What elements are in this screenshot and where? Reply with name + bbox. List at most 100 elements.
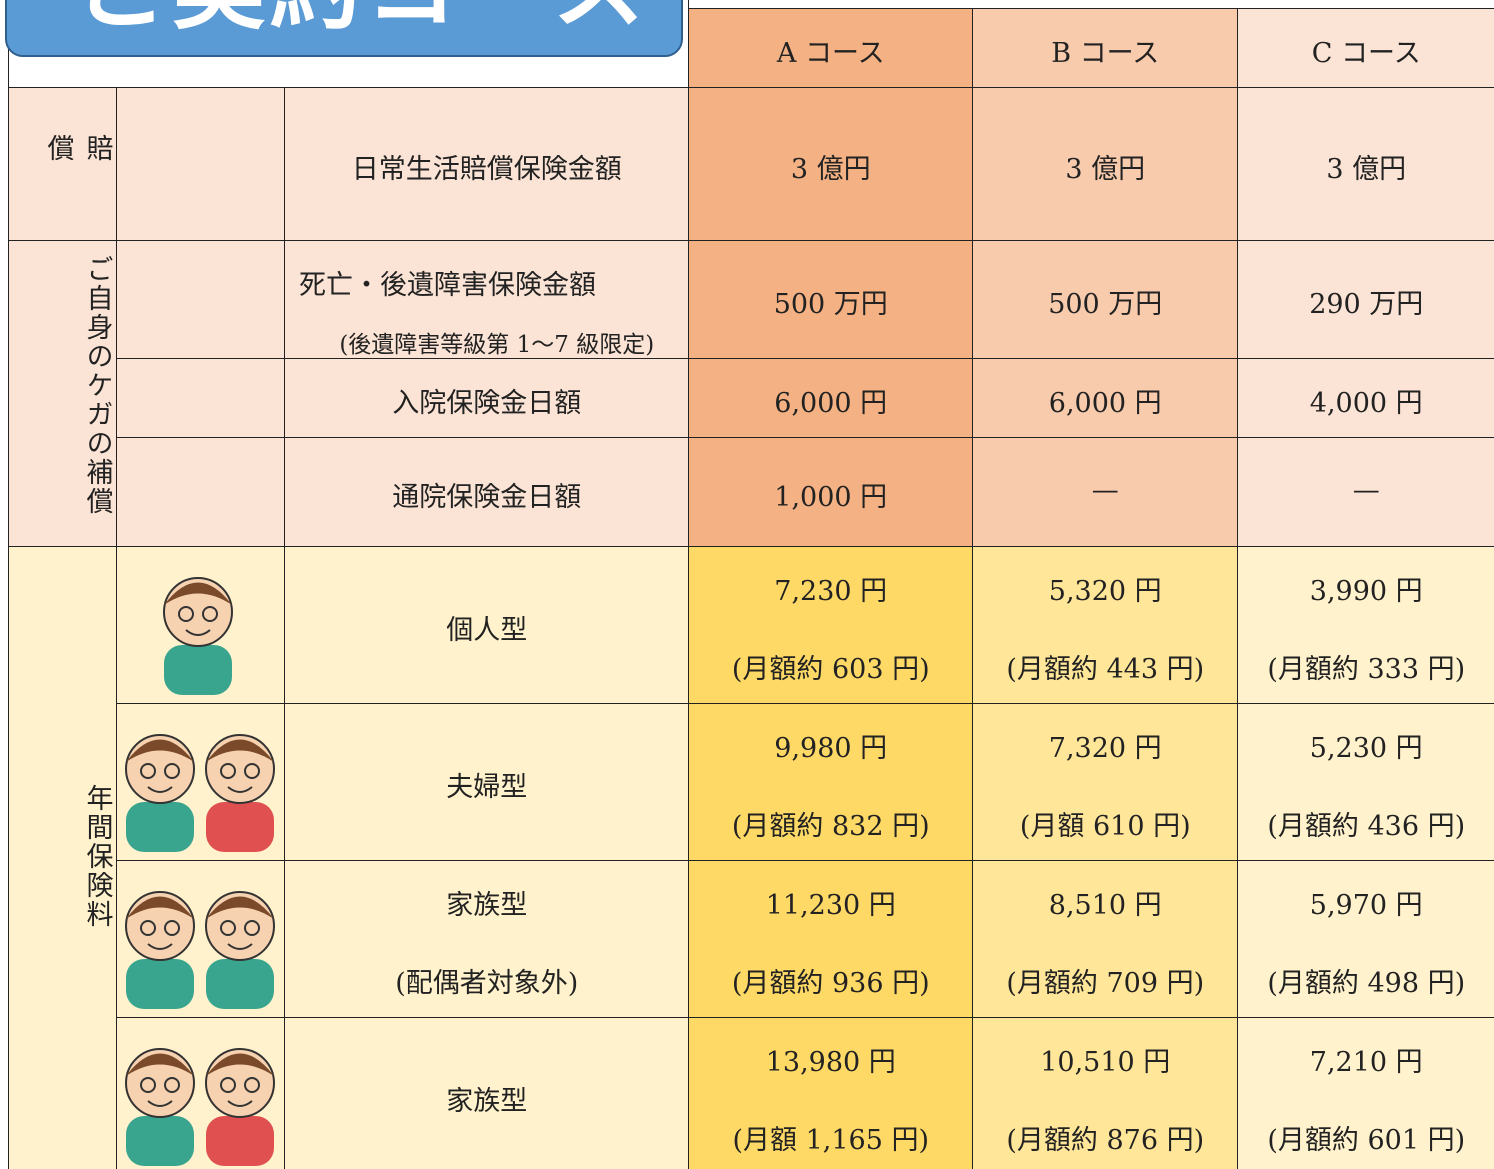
monthly-amount: (月額約 436 円) xyxy=(1267,811,1466,842)
annual-amount: 5,970 円 xyxy=(1309,890,1423,921)
value-cell: 11,230 円 (月額約 936 円) xyxy=(688,860,974,1019)
section-label: 年間保険料 xyxy=(81,783,113,929)
value-cell: 3 億円 xyxy=(688,87,974,242)
value-cell: — xyxy=(972,437,1239,548)
header-label: A コース xyxy=(776,38,885,69)
value: 6,000 円 xyxy=(1048,387,1162,419)
item-label: 家族型 xyxy=(446,890,528,921)
value-cell: 9,980 円 (月額約 832 円) xyxy=(688,703,974,862)
value-cell: 500 万円 xyxy=(688,240,974,360)
annual-amount: 7,320 円 xyxy=(1048,733,1162,764)
value: 500 万円 xyxy=(1048,289,1163,320)
value-cell: 3 億円 xyxy=(1237,87,1494,242)
monthly-amount: (月額約 333 円) xyxy=(1267,654,1466,685)
illustration-cell xyxy=(116,437,286,548)
value: 3 億円 xyxy=(1326,153,1407,185)
illustration-cell xyxy=(116,358,286,439)
annual-amount: 9,980 円 xyxy=(774,733,888,764)
item-label: 個人型 xyxy=(446,614,528,646)
item-cell: 入院保険金日額 xyxy=(284,358,690,439)
item-note: (配偶者対象外) xyxy=(395,968,579,999)
annual-amount: 3,990 円 xyxy=(1309,576,1423,607)
section-label-cell: 年間保険料 xyxy=(8,546,118,1169)
monthly-amount: (月額約 443 円) xyxy=(1006,654,1205,685)
value: 3 億円 xyxy=(790,153,871,185)
item-cell: 夫婦型 xyxy=(284,703,690,862)
item-label: 夫婦型 xyxy=(446,771,528,803)
annual-amount: 7,210 円 xyxy=(1309,1047,1423,1078)
annual-amount: 7,230 円 xyxy=(774,576,888,607)
item-cell: 日常生活賠償保険金額 xyxy=(284,87,690,242)
value: — xyxy=(1091,474,1119,506)
annual-amount: 5,320 円 xyxy=(1048,576,1162,607)
monthly-amount: (月額約 498 円) xyxy=(1267,968,1466,999)
annual-amount: 10,510 円 xyxy=(1040,1047,1171,1078)
value-cell: 5,230 円 (月額約 436 円) xyxy=(1237,703,1494,862)
illustration xyxy=(125,1048,275,1166)
illustration xyxy=(163,577,233,695)
value-cell: — xyxy=(1237,437,1494,548)
section-label: ご自身のケガの補償 xyxy=(81,254,113,516)
header-label: C コース xyxy=(1311,38,1421,69)
illustration-cell xyxy=(116,240,286,360)
value-cell: 5,320 円 (月額約 443 円) xyxy=(972,546,1239,705)
monthly-amount: (月額約 936 円) xyxy=(731,968,930,999)
monthly-amount: (月額 610 円) xyxy=(1019,811,1191,842)
banner-title: ご契約コース xyxy=(77,0,648,47)
value-cell: 6,000 円 xyxy=(972,358,1239,439)
item-label: 日常生活賠償保険金額 xyxy=(351,153,622,185)
value: 4,000 円 xyxy=(1309,387,1423,419)
header-cell: A コース xyxy=(688,8,974,89)
value-cell: 3,990 円 (月額約 333 円) xyxy=(1237,546,1494,705)
illustration-cell xyxy=(116,87,286,242)
annual-amount: 11,230 円 xyxy=(765,890,896,921)
monthly-amount: (月額約 603 円) xyxy=(731,654,930,685)
header-cell: C コース xyxy=(1237,8,1494,89)
item-label: 家族型 xyxy=(446,1085,528,1117)
banner: ご契約コース xyxy=(5,0,683,57)
value-cell: 3 億円 xyxy=(972,87,1239,242)
value-cell: 4,000 円 xyxy=(1237,358,1494,439)
item-label: 入院保険金日額 xyxy=(392,387,582,419)
value-cell: 7,230 円 (月額約 603 円) xyxy=(688,546,974,705)
section-label-cell: ご自身のケガの補償 xyxy=(8,240,118,548)
annual-amount: 13,980 円 xyxy=(765,1047,896,1078)
monthly-amount: (月額約 876 円) xyxy=(1006,1125,1205,1156)
value-cell: 500 万円 xyxy=(972,240,1239,360)
item-label: 死亡・後遺障害保険金額 xyxy=(299,270,596,301)
value-cell: 13,980 円 (月額 1,165 円) xyxy=(688,1017,974,1169)
value-cell: 290 万円 xyxy=(1237,240,1494,360)
monthly-amount: (月額約 832 円) xyxy=(731,811,930,842)
item-label: 通院保険金日額 xyxy=(392,481,582,513)
annual-amount: 8,510 円 xyxy=(1048,890,1162,921)
item-cell: 個人型 xyxy=(284,546,690,705)
item-cell: 家族型 (配偶者対象外) xyxy=(284,860,690,1019)
value: 6,000 円 xyxy=(774,387,888,419)
value: 3 億円 xyxy=(1065,153,1146,185)
item-note: (後遺障害等級第 1～7 級限定) xyxy=(339,332,655,358)
value-cell: 7,320 円 (月額 610 円) xyxy=(972,703,1239,862)
monthly-amount: (月額 1,165 円) xyxy=(732,1125,930,1156)
item-cell: 通院保険金日額 xyxy=(284,437,690,548)
illustration xyxy=(125,734,275,852)
section-label: 賠償 xyxy=(42,133,113,185)
value: 1,000 円 xyxy=(774,481,888,513)
header-label: B コース xyxy=(1051,38,1160,69)
value-cell: 6,000 円 xyxy=(688,358,974,439)
value-cell: 8,510 円 (月額約 709 円) xyxy=(972,860,1239,1019)
header-cell: B コース xyxy=(972,8,1239,89)
section-label-cell: 賠償 xyxy=(8,87,118,242)
item-cell: 死亡・後遺障害保険金額 (後遺障害等級第 1～7 級限定) xyxy=(284,240,690,360)
value: 500 万円 xyxy=(773,289,888,320)
monthly-amount: (月額約 601 円) xyxy=(1267,1125,1466,1156)
value: — xyxy=(1352,474,1380,506)
value-cell: 7,210 円 (月額約 601 円) xyxy=(1237,1017,1494,1169)
value-cell: 5,970 円 (月額約 498 円) xyxy=(1237,860,1494,1019)
annual-amount: 5,230 円 xyxy=(1309,733,1423,764)
value: 290 万円 xyxy=(1309,289,1424,320)
value-cell: 10,510 円 (月額約 876 円) xyxy=(972,1017,1239,1169)
value-cell: 1,000 円 xyxy=(688,437,974,548)
item-cell: 家族型 xyxy=(284,1017,690,1169)
monthly-amount: (月額約 709 円) xyxy=(1006,968,1205,999)
